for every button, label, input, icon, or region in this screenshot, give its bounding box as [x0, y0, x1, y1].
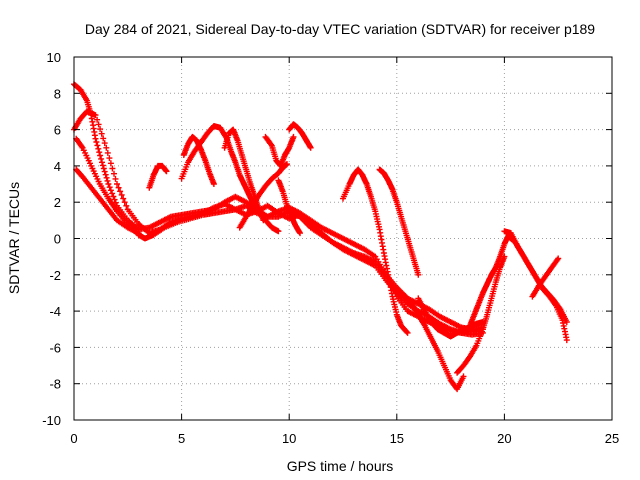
y-tick-label: 6 [54, 123, 61, 138]
y-tick-label: -10 [42, 413, 61, 428]
series-markers [376, 166, 422, 278]
data-series-arc-13 [340, 166, 411, 336]
y-tick-label: -8 [49, 377, 61, 392]
data-series-arc-11 [286, 121, 314, 151]
data-points [71, 81, 570, 393]
data-series-arc-20 [505, 233, 570, 325]
data-series-arc-12 [275, 177, 303, 237]
data-series-arc-1 [71, 81, 486, 333]
data-series-arc-17 [454, 253, 508, 376]
data-series-arc-21 [529, 255, 562, 300]
series-markers [415, 295, 486, 340]
series-markers [501, 228, 570, 344]
series-markers [236, 161, 290, 231]
series-markers [146, 162, 170, 191]
axis-ticks [73, 56, 613, 421]
series-markers [529, 255, 562, 300]
y-tick-label: 8 [54, 86, 61, 101]
x-tick-label: 0 [70, 431, 77, 446]
data-series-arc-18 [467, 231, 512, 329]
x-tick-label: 15 [390, 431, 404, 446]
data-series-arc-4 [73, 166, 142, 237]
y-tick-label: -2 [49, 268, 61, 283]
x-axis-tick-labels: 0 5 10 15 20 25 [70, 431, 619, 446]
y-tick-label: 4 [54, 159, 61, 174]
y-tick-label: 2 [54, 195, 61, 210]
data-series-arc-10 [262, 133, 297, 169]
x-axis-label: GPS time / hours [287, 458, 394, 474]
y-axis-label: SDTVAR / TECUs [6, 182, 22, 294]
series-markers [73, 166, 142, 237]
data-series-arc-14 [376, 166, 422, 278]
data-series-arc-9 [236, 161, 290, 231]
series-markers [71, 81, 486, 333]
series-markers [286, 121, 314, 151]
y-tick-label: -4 [49, 304, 61, 319]
series-markers [221, 126, 267, 224]
y-tick-label: 0 [54, 232, 61, 247]
y-tick-label: -6 [49, 340, 61, 355]
series-markers [505, 233, 570, 325]
y-tick-label: 10 [47, 50, 61, 65]
series-markers [180, 133, 217, 187]
series-markers [340, 166, 411, 336]
y-axis-tick-labels: -10 -8 -6 -4 -2 0 2 4 6 8 10 [42, 50, 61, 428]
series-markers [467, 231, 512, 329]
x-tick-label: 5 [178, 431, 185, 446]
data-series-arc-15 [389, 282, 467, 393]
x-tick-label: 20 [497, 431, 511, 446]
series-markers [275, 177, 303, 237]
data-series-arc-19 [501, 228, 570, 344]
series-markers [389, 282, 467, 393]
data-series-arc-8 [221, 126, 267, 224]
x-tick-label: 10 [282, 431, 296, 446]
series-markers [262, 133, 297, 169]
chart-title: Day 284 of 2021, Sidereal Day-to-day VTE… [85, 21, 595, 37]
data-series-arc-16 [415, 295, 486, 340]
x-tick-label: 25 [605, 431, 619, 446]
data-series-arc-7 [180, 133, 217, 187]
series-markers [454, 253, 508, 376]
data-series-arc-5 [146, 162, 170, 191]
